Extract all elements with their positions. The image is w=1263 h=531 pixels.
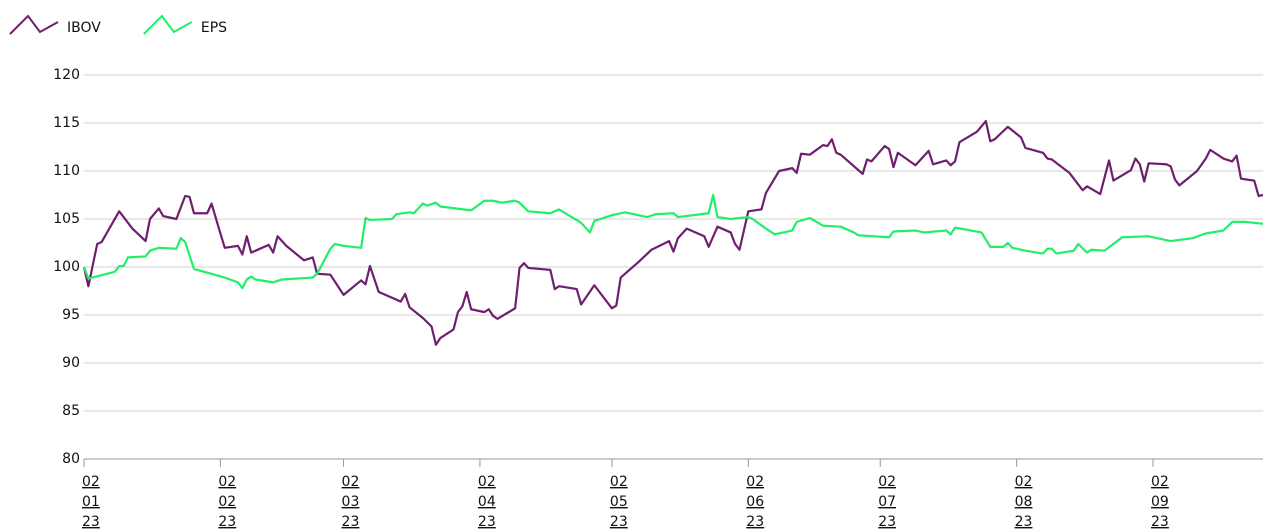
x-tick-label: 02 [342,474,360,490]
x-tick-label: 02 [82,474,100,490]
x-tick-label: 05 [610,494,628,510]
y-tick-label: 90 [62,355,80,371]
x-tick-label: 02 [610,474,628,490]
legend-label: IBOV [67,20,101,36]
x-tick-label: 07 [878,494,896,510]
x-tick-label: 02 [478,474,496,490]
x-tick-label: 02 [878,474,896,490]
legend-label: EPS [201,20,227,36]
x-tick-label: 23 [878,514,896,530]
x-tick-label: 23 [218,514,236,530]
x-tick-label: 03 [342,494,360,510]
x-tick-label: 23 [1015,514,1033,530]
y-tick-label: 100 [53,259,80,275]
series-line [82,119,1263,346]
x-tick-label: 23 [478,514,496,530]
y-tick-label: 95 [62,307,80,323]
x-tick-label: 02 [1151,474,1169,490]
x-tick-label: 23 [1151,514,1169,530]
y-tick-label: 115 [53,115,80,131]
x-tick-label: 02 [746,474,764,490]
x-tick-label: 02 [218,474,236,490]
y-tick-label: 110 [53,163,80,179]
y-tick-label: 120 [53,67,80,83]
x-tick-label: 23 [82,514,100,530]
legend-icon [9,14,59,35]
x-tick-label: 02 [1015,474,1033,490]
x-tick-label: 09 [1151,494,1169,510]
x-tick-label: 08 [1015,494,1033,510]
x-tick-label: 02 [218,494,236,510]
x-tick-label: 06 [746,494,764,510]
legend-icon [143,14,193,35]
x-tick-label: 23 [610,514,628,530]
x-tick-label: 01 [82,494,100,510]
series-line [82,193,1263,290]
x-tick-label: 23 [746,514,764,530]
y-tick-label: 105 [53,211,80,227]
y-tick-label: 85 [62,403,80,419]
x-tick-label: 04 [478,494,496,510]
x-tick-label: 23 [342,514,360,530]
y-tick-label: 80 [62,451,80,467]
